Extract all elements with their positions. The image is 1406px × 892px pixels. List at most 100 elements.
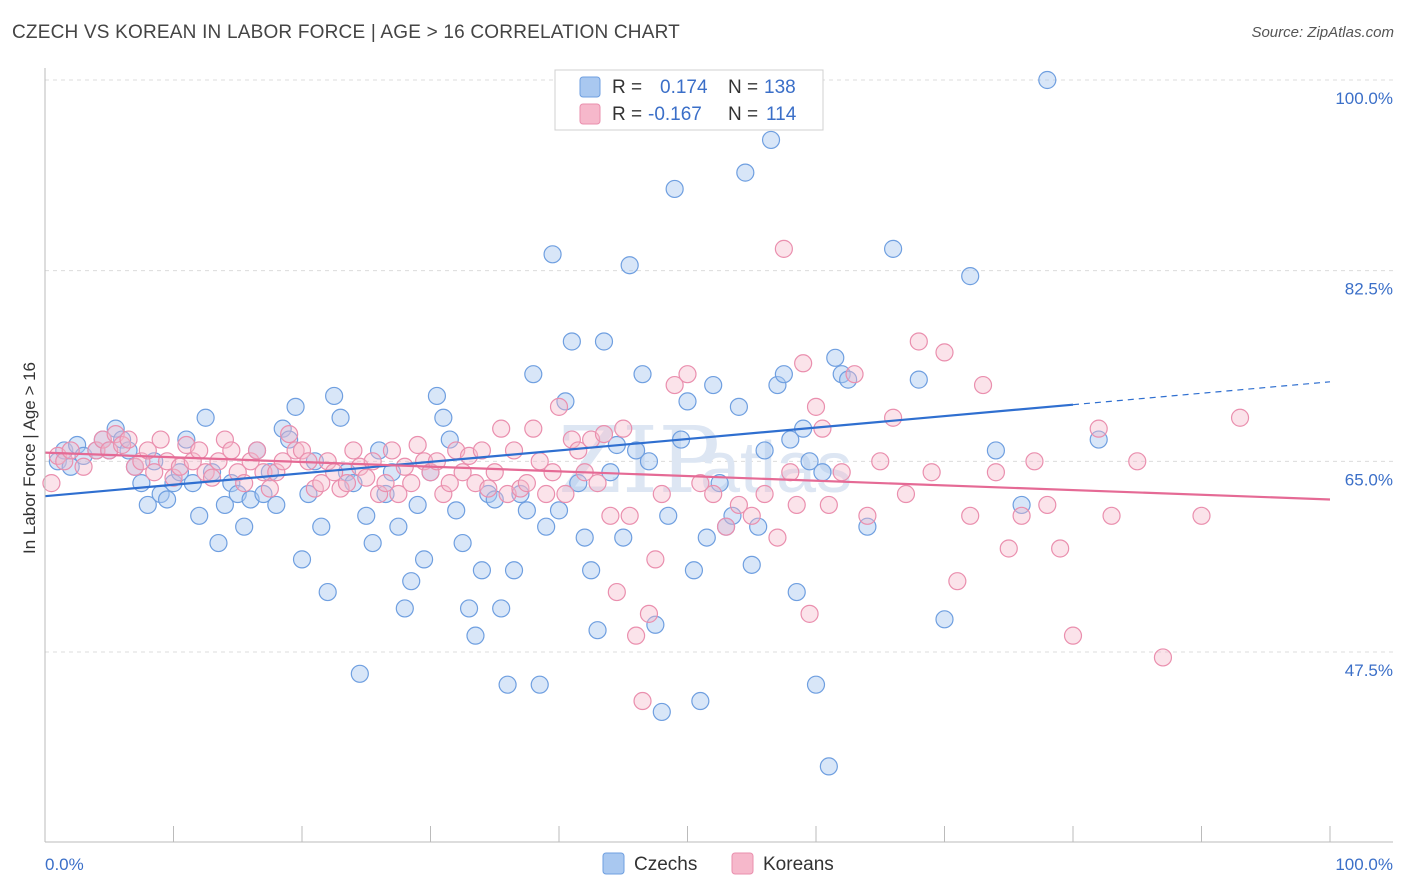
czech-point [710,474,729,493]
czech-point [1038,70,1057,90]
czech-point [395,599,414,618]
legend-r-label-czech: R = [612,77,642,98]
czech-point [292,550,312,569]
czech-point [106,419,125,438]
korean-point [1128,452,1147,471]
czech-point [363,533,382,553]
korean-point [222,441,241,460]
czech-point [697,528,716,547]
korean-point [408,435,427,455]
czech-point [280,430,299,449]
czech-point [215,495,234,515]
x-tick-label-max: 100.0% [1335,855,1393,874]
czech-point [704,375,723,395]
korean-point [209,452,228,471]
korean-point [61,441,80,460]
czech-point [331,408,350,427]
korean-point [421,463,440,482]
czech-point [511,484,530,504]
korean-point [434,484,453,504]
korean-point [999,539,1018,558]
czech-point [138,495,157,515]
legend-n-label-korean: N = [728,104,758,125]
czech-point [427,386,447,406]
czech-point [402,572,421,591]
korean-point [665,375,684,395]
czech-point [749,517,768,536]
czech-point [414,550,434,569]
korean-points [42,239,1250,711]
chart-title: CZECH VS KOREAN IN LABOR FORCE | AGE > 1… [12,22,680,43]
korean-point [768,528,787,547]
legend-r-value-korean: -0.167 [648,104,702,125]
korean-point [337,474,357,493]
bottom-legend-czech: Czechs [634,854,697,875]
czech-point [209,533,228,553]
czech-point [453,533,472,553]
czech-point [562,332,581,351]
korean-point [973,375,993,395]
korean-point [145,463,164,482]
korean-point [164,468,183,487]
korean-point [190,441,209,460]
korean-point [370,484,389,504]
korean-point [504,441,524,460]
czech-point [935,610,954,629]
czech-point [376,484,395,504]
korean-point [344,441,363,460]
czech-point [639,452,659,471]
korean-point [704,484,723,504]
czech-point [781,430,800,449]
czech-point [357,506,376,525]
czech-point [858,517,877,536]
trend-lines [44,381,1331,501]
korean-point [774,239,793,258]
czech-point [1089,430,1108,449]
korean-point [74,457,93,476]
czech-point [492,599,511,618]
czech-point [447,501,466,520]
source-label: Source: ZipAtlas.com [1251,24,1394,41]
korean-point [215,430,234,449]
czech-point [196,408,215,427]
czech-trend-extension [1072,381,1331,406]
watermark-zip: ZIP [558,407,720,514]
watermark-atlas: atlas [700,428,852,508]
korean-point [440,474,459,493]
korean-point [781,463,800,482]
korean-point [806,397,826,416]
korean-point [832,463,851,482]
legend-box: R = 0.174 N = 138 R = -0.167 N = 114 [554,69,824,131]
legend-n-value-korean: 114 [766,104,797,125]
czech-point [504,561,524,580]
legend-swatch-korean [579,103,601,125]
czech-point [524,365,543,384]
korean-point [517,474,536,493]
legend-r-label-korean: R = [612,104,642,125]
czech-point [594,332,614,351]
czech-point [466,626,485,645]
korean-point [858,506,877,525]
korean-point [312,474,331,493]
czech-point [626,441,646,460]
korean-point [787,495,806,515]
korean-point [620,506,639,525]
y-tick-label: 82.5% [1345,280,1393,299]
czech-point [543,245,562,264]
czech-point [813,463,832,482]
korean-point [986,463,1006,482]
czech-point [806,675,826,694]
korean-point [601,506,620,525]
axes: 0.0% 100.0% [44,68,1393,874]
czech-point [286,397,305,416]
czech-point [517,501,536,520]
czech-point [350,664,369,683]
korean-point [202,468,222,487]
czech-point [787,582,806,602]
korean-point [1012,506,1031,525]
korean-trend-line [44,451,1331,501]
korean-point [492,419,511,438]
korean-point [819,495,838,515]
korean-point [742,506,761,525]
